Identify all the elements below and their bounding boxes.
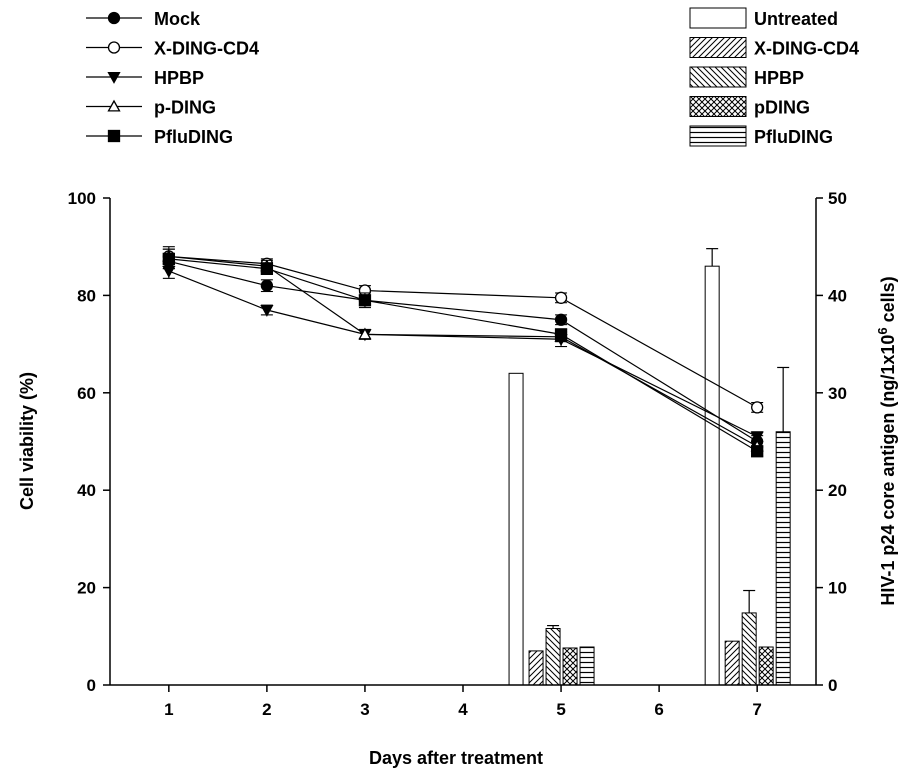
point-pfluding [554, 328, 568, 341]
bar-pfluding-day-7 [775, 431, 791, 686]
legend-marker-x-ding-cd4 [107, 41, 121, 54]
legend-marker-mock [107, 11, 121, 25]
bar-x-ding-cd4-day-5 [528, 650, 544, 686]
x-tick-label: 4 [458, 700, 468, 719]
bar-hpbp-day-7 [741, 612, 757, 686]
legend-label-p-ding: p-DING [154, 98, 216, 118]
y-right-tick-label: 10 [828, 579, 847, 598]
line-mock [168, 260, 758, 443]
line-x-ding-cd4 [168, 255, 758, 408]
y-left-tick-label: 100 [68, 189, 96, 208]
point-pfluding [260, 262, 274, 275]
y-left-tick-label: 80 [77, 286, 96, 305]
bar-pfluding-day-5 [579, 646, 595, 686]
point-pfluding [162, 252, 175, 266]
y-right-tick-label: 20 [828, 481, 847, 500]
legend-lines: Mock X-DING-CD4 HPBP p-DING PfluDING [86, 9, 259, 147]
x-tick-label: 6 [654, 700, 663, 719]
y-left-tick-label: 20 [77, 579, 96, 598]
x-tick-label: 3 [360, 700, 369, 719]
legend-marker-p-ding [107, 99, 121, 112]
legend-swatch-pding [689, 96, 747, 117]
legend-label-pfluding: PfluDING [154, 127, 233, 147]
y-right-tick-label: 0 [828, 676, 837, 695]
legend-swatch-x-ding-cd4 [689, 37, 747, 58]
point-p-ding [358, 327, 372, 340]
x-tick-label: 7 [752, 700, 761, 719]
y-right-tick-label: 40 [828, 286, 847, 305]
bar-x-ding-cd4-day-7 [724, 640, 740, 686]
bar-pding-day-5 [562, 647, 578, 686]
point-hpbp [750, 431, 764, 444]
y-left-tick-label: 60 [77, 384, 96, 403]
y-left-tick-label: 40 [77, 481, 96, 500]
legend-label-bar-pding: pDING [754, 98, 810, 118]
x-tick-label: 5 [556, 700, 565, 719]
x-axis-title: Days after treatment [369, 748, 543, 768]
point-pfluding [358, 294, 372, 307]
legend-label-bar-x-ding-cd4: X-DING-CD4 [754, 39, 859, 59]
bar-untreated-day-5 [508, 372, 524, 686]
bar-untreated-day-7 [704, 265, 720, 686]
legend-label-bar-hpbp: HPBP [754, 68, 804, 88]
point-pfluding [751, 445, 764, 458]
legend-swatch-pfluding [689, 125, 747, 147]
legend-swatch-untreated [689, 7, 747, 29]
legend-swatch-hpbp [689, 66, 747, 88]
legend-bars: Untreated X-DING-CD4 HPBP pDING PfluDING [689, 7, 859, 147]
bar-hpbp-day-5 [545, 628, 561, 686]
y-left-tick-label: 0 [87, 676, 96, 695]
legend-label-bar-pfluding: PfluDING [754, 127, 833, 147]
line-p-ding [168, 255, 758, 447]
point-x-ding-cd4 [554, 291, 568, 304]
y-right-tick-label: 30 [828, 384, 847, 403]
x-tick-label: 1 [164, 700, 173, 719]
y-axis-right-title-main: HIV-1 p24 core antigen (ng/1x10 [878, 335, 898, 606]
point-x-ding-cd4 [751, 401, 764, 414]
line-hpbp [168, 270, 758, 438]
line-pfluding [168, 258, 758, 452]
bar-pding-day-7 [758, 646, 774, 686]
legend-label-x-ding-cd4: X-DING-CD4 [154, 39, 259, 59]
point-mock [260, 279, 274, 292]
y-right-tick-label: 50 [828, 189, 847, 208]
y-axis-left-title: Cell viability (%) [17, 372, 37, 510]
point-mock [554, 313, 568, 326]
y-axis-right-title-sup: 6 [875, 327, 890, 334]
x-tick-label: 2 [262, 700, 271, 719]
bar-series-group [508, 248, 791, 686]
legend-marker-hpbp [107, 71, 121, 84]
axes: 1 2 3 4 5 6 7 0 20 40 60 80 100 0 10 20 30 40 50 [68, 189, 847, 719]
legend-marker-pfluding [107, 129, 121, 143]
legend-label-bar-untreated: Untreated [754, 9, 838, 29]
y-axis-right-title: HIV-1 p24 core antigen (ng/1x106 cells) [875, 276, 898, 605]
y-axis-right-title-tail: cells) [878, 276, 898, 327]
legend-label-mock: Mock [154, 9, 201, 29]
point-hpbp [260, 304, 274, 317]
legend-label-hpbp: HPBP [154, 68, 204, 88]
line-series-group [162, 246, 764, 458]
